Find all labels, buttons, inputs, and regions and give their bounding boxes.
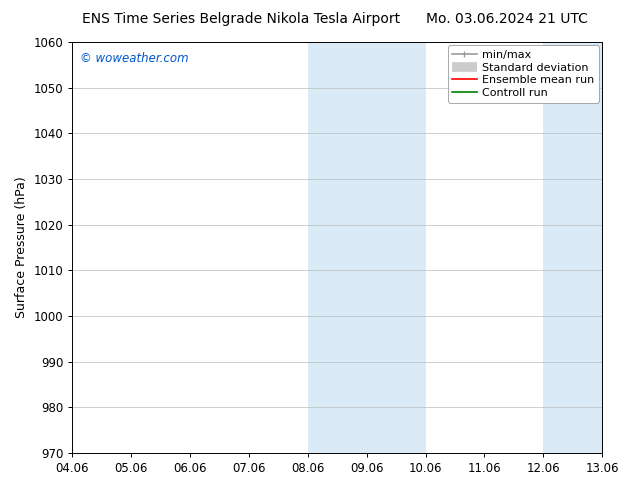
Bar [543,42,602,453]
Text: ENS Time Series Belgrade Nikola Tesla Airport: ENS Time Series Belgrade Nikola Tesla Ai… [82,12,400,26]
Text: Mo. 03.06.2024 21 UTC: Mo. 03.06.2024 21 UTC [426,12,588,26]
Bar [308,42,425,453]
Legend: min/max, Standard deviation, Ensemble mean run, Controll run: min/max, Standard deviation, Ensemble me… [448,46,599,102]
Y-axis label: Surface Pressure (hPa): Surface Pressure (hPa) [15,176,28,318]
Text: © woweather.com: © woweather.com [81,52,189,65]
